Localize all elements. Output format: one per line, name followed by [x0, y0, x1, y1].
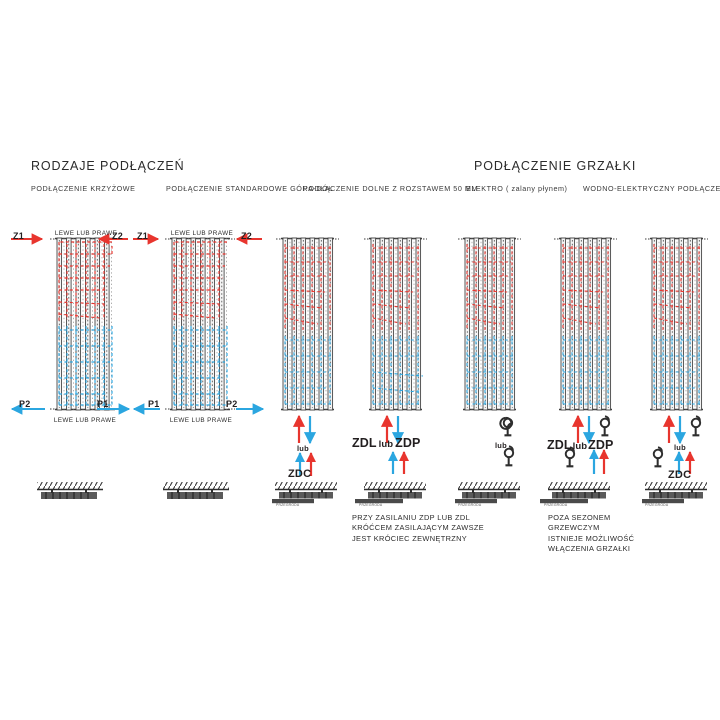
note-poza-sezonem: POZA SEZONEM GRZEWCZYM ISTNIEJE MOŻLIWOŚ…	[548, 513, 635, 554]
right-section-title: PODŁĄCZENIE GRZAŁKI	[474, 159, 637, 173]
wall-mount-view	[272, 482, 337, 504]
subtitle-standardowe: PODŁĄCZENIE STANDARDOWE GÓRA-DÓŁ	[166, 184, 333, 193]
connector-code-zdc: ZDC	[288, 468, 312, 480]
port-label-z1-standardowe: Z1	[137, 231, 149, 241]
heater-icon	[564, 446, 576, 468]
panel-krzyzowe	[10, 233, 131, 415]
connector-lub-zdc: lub	[674, 443, 686, 452]
port-label-p2-standardowe: P2	[226, 399, 238, 409]
panel-wodno-elektryczny-zdc	[645, 237, 708, 474]
heater-icon	[652, 446, 664, 468]
connector-lub-elektro: lub	[495, 441, 507, 450]
subtitle-dolne-50mm: PODŁĄCZENIE DOLNE Z ROZSTAWEM 50 MM	[303, 184, 478, 193]
panel-dolne-50mm	[276, 237, 339, 476]
wall-mount-view	[642, 482, 707, 504]
port-label-z2-krzyzowe: Z2	[112, 231, 124, 241]
code-zdp: ZDP	[588, 438, 614, 452]
left-section-title: RODZAJE PODŁĄCZEŃ	[31, 159, 185, 173]
connector-lub-dolne: lub	[297, 444, 309, 453]
panel-wodno-elektryczny	[554, 237, 617, 474]
code-lub: lub	[378, 439, 394, 450]
heater-icon	[503, 445, 515, 467]
code-zdp: ZDP	[395, 436, 421, 450]
caption-top-krzyzowe: LEWE LUB PRAWE	[54, 230, 118, 237]
note-zdp-zdl: PRZY ZASILANIU ZDP LUB ZDL KRÓĆCEM ZASIL…	[352, 513, 485, 543]
caption-bottom-standardowe: LEWE LUB PRAWE	[169, 417, 233, 424]
subtitle-elektro: ELEKTRO ( zalany płynem)	[466, 184, 568, 193]
przegroda-label: PRZEGRODA	[359, 503, 383, 507]
panel-standardowe	[132, 233, 265, 415]
wall-mount-view	[37, 482, 103, 499]
heater-icon	[690, 415, 702, 437]
subtitle-krzyzowe: PODŁĄCZENIE KRZYŻOWE	[31, 184, 136, 193]
code-zdl: ZDL	[547, 438, 572, 452]
panel-elektro	[458, 237, 521, 411]
connector-code-zdl-zdp-we: ZDLlubZDP	[547, 438, 613, 452]
port-label-p1-standardowe: P1	[148, 399, 160, 409]
przegroda-label: PRZEGRODA	[458, 503, 482, 507]
przegroda-label: PRZEGRODA	[645, 503, 669, 507]
panel-dolne-zdl-zdp	[364, 237, 427, 474]
caption-bottom-krzyzowe: LEWE LUB PRAWE	[53, 417, 117, 424]
port-label-z2-standardowe: Z2	[241, 231, 253, 241]
wall-mount-views-layer	[37, 482, 707, 504]
connector-code-zdc-we: ZDC	[668, 469, 692, 481]
heater-icon	[599, 415, 611, 437]
wall-mount-view	[163, 482, 229, 499]
port-label-p2-krzyzowe: P2	[19, 399, 31, 409]
przegroda-label: PRZEGRODA	[544, 503, 568, 507]
heater-icon	[499, 416, 514, 437]
port-label-z1-krzyzowe: Z1	[13, 231, 25, 241]
heater-element-icons-layer	[499, 415, 702, 468]
wall-mount-view	[540, 482, 610, 504]
subtitle-wodno-elektryczny: WODNO-ELEKTRYCZNY PODŁĄCZENIE DOLNE Z RO…	[583, 184, 720, 193]
code-zdl: ZDL	[352, 436, 377, 450]
caption-top-standardowe: LEWE LUB PRAWE	[170, 230, 234, 237]
port-label-p1-krzyzowe: P1	[97, 399, 109, 409]
przegroda-label: PRZEGRODA	[276, 503, 300, 507]
code-lub: lub	[572, 441, 588, 452]
wall-mount-view	[355, 482, 426, 504]
connector-code-zdl-zdp: ZDL lub ZDP	[352, 436, 420, 450]
wall-mount-view	[455, 482, 520, 504]
